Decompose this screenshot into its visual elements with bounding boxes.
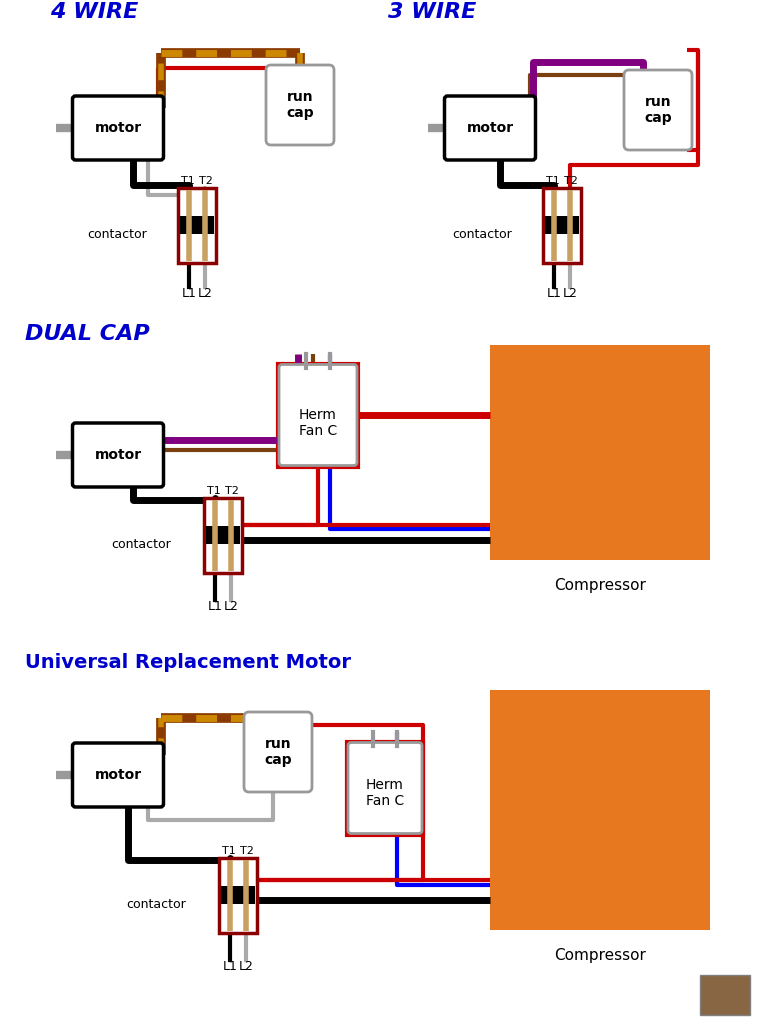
FancyBboxPatch shape <box>266 65 334 145</box>
Bar <box>180 216 214 234</box>
Bar <box>347 741 423 835</box>
Text: T2: T2 <box>225 486 239 496</box>
Text: L2: L2 <box>198 287 213 300</box>
Text: Compressor: Compressor <box>554 948 646 963</box>
Text: L1: L1 <box>223 961 237 973</box>
Text: L2: L2 <box>223 600 238 613</box>
Bar <box>221 886 255 904</box>
Text: T2: T2 <box>199 176 213 186</box>
Text: run
cap: run cap <box>286 90 314 120</box>
FancyBboxPatch shape <box>348 742 422 834</box>
Bar <box>545 216 579 234</box>
Text: run
cap: run cap <box>644 95 672 125</box>
Text: L1: L1 <box>208 600 223 613</box>
Bar <box>490 690 710 930</box>
Text: contactor: contactor <box>87 228 147 242</box>
Text: run
cap: run cap <box>264 737 292 767</box>
Bar <box>700 975 750 1015</box>
Text: contactor: contactor <box>111 539 171 552</box>
Text: L1: L1 <box>182 287 196 300</box>
Bar <box>490 345 710 560</box>
FancyBboxPatch shape <box>624 70 692 150</box>
Bar <box>178 187 216 262</box>
Bar <box>543 187 581 262</box>
Text: L1: L1 <box>547 287 561 300</box>
Text: contactor: contactor <box>126 898 186 911</box>
Text: T1: T1 <box>207 486 221 496</box>
Text: motor: motor <box>94 449 141 462</box>
Text: 3 WIRE: 3 WIRE <box>388 2 476 22</box>
Bar <box>206 526 240 544</box>
Text: T1: T1 <box>181 176 195 186</box>
Text: T2: T2 <box>564 176 578 186</box>
Text: Compressor: Compressor <box>554 578 646 593</box>
Bar <box>204 498 242 572</box>
Text: DUAL CAP: DUAL CAP <box>25 324 150 344</box>
Text: motor: motor <box>94 121 141 135</box>
Text: T2: T2 <box>240 846 254 856</box>
Bar <box>219 857 257 933</box>
Text: Herm
Fan C: Herm Fan C <box>299 408 337 438</box>
FancyBboxPatch shape <box>73 743 164 807</box>
Text: 4 WIRE: 4 WIRE <box>50 2 138 22</box>
Text: T1: T1 <box>222 846 236 856</box>
FancyBboxPatch shape <box>444 96 536 160</box>
Text: motor: motor <box>94 768 141 782</box>
FancyBboxPatch shape <box>244 712 312 792</box>
Text: Universal Replacement Motor: Universal Replacement Motor <box>25 653 351 672</box>
Text: T1: T1 <box>547 176 560 186</box>
Text: L2: L2 <box>563 287 577 300</box>
FancyBboxPatch shape <box>73 423 164 487</box>
Text: L2: L2 <box>239 961 254 973</box>
Bar <box>278 364 358 467</box>
Text: motor: motor <box>466 121 513 135</box>
FancyBboxPatch shape <box>73 96 164 160</box>
Text: contactor: contactor <box>452 228 512 242</box>
Text: Herm
Fan C: Herm Fan C <box>366 778 404 808</box>
FancyBboxPatch shape <box>279 365 357 466</box>
